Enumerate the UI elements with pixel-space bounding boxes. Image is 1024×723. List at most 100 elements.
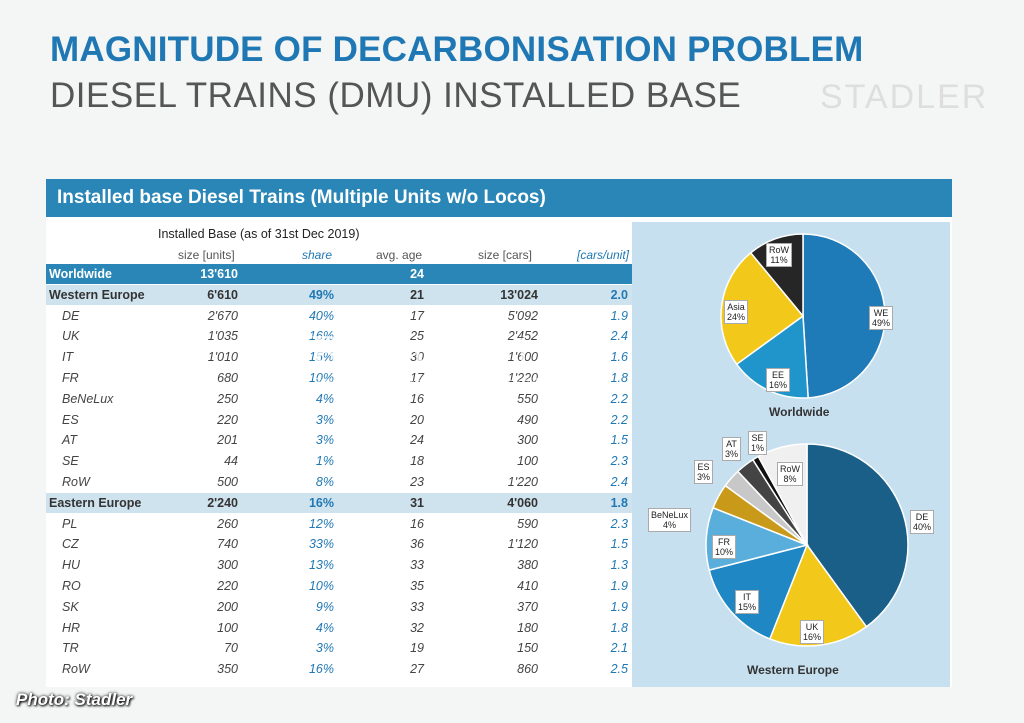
pie-label-de: DE 40% (910, 510, 935, 534)
cell-cars: 550 (517, 391, 538, 406)
cell-size: 70 (224, 641, 238, 656)
cell-age: 16 (410, 516, 424, 531)
cell-name: DE (62, 308, 80, 323)
cell-size: 44 (224, 454, 238, 469)
cell-size: 201 (217, 433, 238, 448)
ghost-logo-text: STADLER (820, 78, 989, 116)
cell-name: Western Europe (49, 287, 145, 302)
cell-age: 19 (410, 641, 424, 656)
cell-cars: 150 (517, 641, 538, 656)
cell-share: 10% (308, 371, 334, 385)
cell-name: BeNeLux (62, 391, 114, 406)
cell-cars: 13'024 (500, 287, 538, 302)
pie-label-name: UK (805, 622, 819, 632)
cell-cars: 410 (517, 579, 538, 593)
cell-cpu: 1.9 (610, 308, 628, 323)
cell-size: 680 (217, 371, 238, 385)
cell-name: AT (62, 433, 78, 448)
page-title: MAGNITUDE OF DECARBONISATION PROBLEM (50, 30, 864, 69)
pie-label-name: ES (697, 462, 710, 472)
cell-cpu: 1.9 (610, 599, 628, 614)
col-header-age: avg. age (376, 248, 423, 262)
section-banner: Installed base Diesel Trains (Multiple U… (46, 179, 952, 217)
cell-size: 6'610 (207, 287, 238, 302)
cell-share: 10% (308, 579, 334, 593)
page-subtitle: DIESEL TRAINS (DMU) INSTALLED BASE (50, 76, 742, 115)
cell-name: RO (62, 579, 81, 593)
cell-cpu: 2.5 (610, 662, 628, 677)
cell-cpu: 2.4 (610, 475, 628, 489)
table-row: RoW 500 8% 23 1'220 2.4 (46, 472, 632, 492)
pie-label-value: 4% (663, 520, 677, 530)
watermark: Railvolution (310, 328, 615, 379)
cell-name: TR (62, 641, 79, 656)
cell-share: 9% (315, 599, 334, 614)
cell-cars: 380 (517, 558, 538, 573)
pie-label-fr: FR 10% (712, 535, 737, 559)
cell-cars: 1'120 (507, 537, 538, 552)
cell-age: 33 (410, 558, 424, 573)
cell-age: 33 (410, 599, 424, 614)
table-row-region: Eastern Europe 2'240 16% 31 4'060 1.8 (46, 492, 632, 513)
cell-cpu: 1.9 (610, 579, 628, 593)
cell-age: 23 (410, 475, 424, 489)
pie-label-es: ES 3% (694, 460, 714, 484)
cell-size: 1'035 (207, 329, 238, 344)
cell-size: 260 (217, 516, 238, 531)
cell-size: 200 (217, 599, 238, 614)
cell-size: 13'610 (200, 267, 238, 281)
cell-share: 4% (315, 391, 334, 406)
table-row: BeNeLux 250 4% 16 550 2.2 (46, 389, 632, 409)
cell-size: 2'240 (207, 495, 238, 510)
cell-size: 2'670 (207, 308, 238, 323)
cell-cpu: 2.2 (610, 391, 628, 406)
pie-label-value: 8% (783, 474, 797, 484)
pie-label-value: 10% (715, 547, 734, 557)
col-header-cars-per-unit: [cars/unit] (577, 248, 630, 262)
table-row: RoW 350 16% 27 860 2.5 (46, 659, 632, 679)
cell-age: 20 (410, 412, 424, 427)
cell-name: CZ (62, 537, 79, 552)
cell-name: SK (62, 599, 79, 614)
cell-size: 300 (217, 558, 238, 573)
cell-name: HU (62, 558, 81, 573)
cell-share: 33% (308, 537, 334, 552)
pie-label-asia: Asia 24% (724, 300, 749, 324)
table-row: UK 1'035 16% 25 2'452 2.4 (46, 326, 632, 346)
cell-age: 30 (410, 350, 424, 365)
cell-share: 8% (315, 475, 334, 489)
table-row: ES 220 3% 20 490 2.2 (46, 410, 632, 430)
pie-label-name: RoW (780, 464, 800, 474)
table-row: CZ 740 33% 36 1'120 1.5 (46, 534, 632, 554)
pie-label-name: SE (751, 433, 764, 443)
cell-age: 31 (410, 495, 424, 510)
cell-share: 49% (308, 287, 334, 302)
cell-name: UK (62, 329, 80, 344)
cell-cpu: 1.5 (610, 537, 628, 552)
cell-cars: 180 (517, 620, 538, 635)
cell-size: 740 (217, 537, 238, 552)
pie-label-value: 15% (738, 602, 757, 612)
cell-cpu: 1.8 (610, 495, 628, 510)
pie-label-value: 3% (697, 472, 711, 482)
cell-share: 3% (315, 412, 334, 427)
pie-label-at: AT 3% (722, 437, 742, 461)
cell-cpu: 2.3 (610, 516, 628, 531)
cell-cpu: 2.1 (610, 641, 628, 656)
cell-cars: 4'060 (507, 495, 538, 510)
cell-age: 17 (410, 308, 424, 323)
pie-label-name: AT (726, 439, 737, 449)
cell-name: ES (62, 412, 79, 427)
cell-size: 350 (217, 662, 238, 677)
pie-label-ee: EE 16% (766, 368, 791, 392)
cell-cars: 1'220 (507, 371, 538, 385)
pie-label-uk: UK 16% (800, 620, 825, 644)
cell-name: HR (62, 620, 81, 635)
cell-cpu: 1.8 (610, 620, 628, 635)
cell-cpu: 2.2 (610, 412, 628, 427)
pie-label-name: FR (718, 537, 730, 547)
cell-cpu: 2.0 (610, 287, 628, 302)
cell-age: 18 (410, 454, 424, 469)
pie-label-value: 49% (872, 318, 891, 328)
cell-age: 27 (410, 662, 424, 677)
